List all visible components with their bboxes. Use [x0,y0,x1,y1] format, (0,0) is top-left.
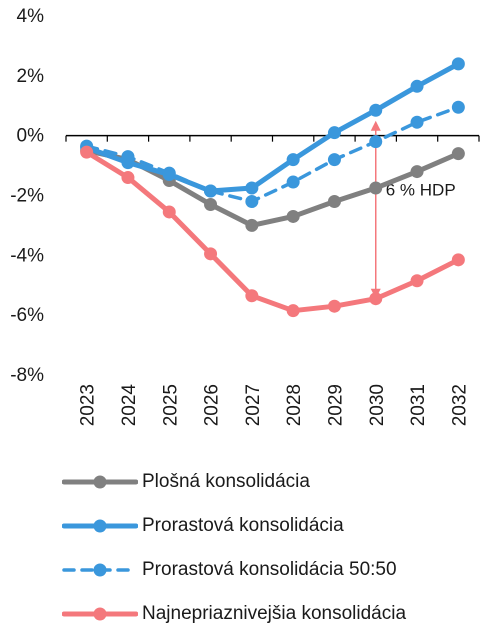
x-tick-label: 2024 [119,384,140,427]
gap-annotation: 6 % HDP [370,120,456,299]
x-tick-label: 2030 [367,384,388,426]
data-point [80,145,94,159]
legend-item: Najnepriaznivejšia konsolidácia [62,592,482,636]
data-point [245,194,259,208]
data-point [286,175,300,189]
data-point [162,205,176,219]
x-tick-label: 2031 [408,384,429,426]
legend-label: Plošná konsolidácia [142,471,310,492]
y-tick-label: -4% [10,245,44,266]
y-tick-label: 2% [17,66,45,87]
data-point [327,299,341,313]
y-tick-label: 0% [17,126,45,147]
legend-swatch [62,519,138,533]
legend-swatch [62,475,138,489]
legend-item: Prorastová konsolidácia [62,504,482,548]
legend-swatch [62,563,138,577]
data-point [162,166,176,180]
legend-item: Prorastová konsolidácia 50:50 [62,548,482,592]
data-point [327,153,341,167]
x-tick-label: 2027 [243,384,264,426]
chart-annotations: 6 % HDP [370,120,456,299]
data-point [451,147,465,161]
annotation-arrow-head [370,120,381,131]
data-point [369,292,383,306]
data-point [369,181,383,195]
data-point [410,274,424,288]
legend-label: Najnepriaznivejšia konsolidácia [142,603,407,624]
legend-swatch [62,607,138,621]
legend-swatch-marker [93,475,107,489]
data-point [204,184,218,198]
legend-label: Prorastová konsolidácia 50:50 [142,559,397,580]
x-tick-label: 2029 [325,384,346,426]
x-tick-label: 2032 [449,384,470,426]
data-point [245,218,259,232]
data-point [410,115,424,129]
x-tick-label: 2028 [284,384,305,426]
y-tick-label: -2% [10,186,44,207]
data-point [286,304,300,318]
annotation-label: 6 % HDP [386,181,456,200]
data-point [451,57,465,71]
x-tick-label: 2023 [78,384,99,426]
data-point [121,150,135,164]
data-point [121,171,135,185]
data-point [204,197,218,211]
line-chart: 4% 2% 0% -2% -4% -6% -8% 2023 2024 2025 2026 2027 20… [10,6,480,427]
x-tick-label: 2026 [202,384,223,426]
data-point [245,289,259,303]
data-point [451,100,465,114]
data-point [410,165,424,179]
legend-label: Prorastová konsolidácia [142,515,344,536]
x-tick-label: 2025 [160,384,181,426]
data-point [327,194,341,208]
chart-axes: 4% 2% 0% -2% -4% -6% -8% 2023 2024 2025 2026 2027 20… [10,6,480,427]
data-point [286,153,300,167]
chart-series [80,57,465,318]
y-tick-label: 4% [17,6,45,27]
data-point [327,126,341,140]
data-point [410,79,424,93]
data-point [451,253,465,267]
y-tick-label: -6% [10,305,44,326]
series-3 [80,100,465,208]
legend-swatch-marker [93,607,107,621]
data-point [204,247,218,261]
data-point [286,209,300,223]
chart-legend: Plošná konsolidácia Prorastová konsolidác… [62,460,482,636]
data-point [369,135,383,149]
series-line [84,149,461,314]
data-point [245,181,259,195]
legend-item: Plošná konsolidácia [62,460,482,504]
legend-swatch-marker [93,563,107,577]
series-line [84,105,461,204]
legend-swatch-marker [93,519,107,533]
series-line [84,61,461,194]
y-tick-label: -8% [10,365,44,386]
data-point [369,103,383,117]
series-4 [80,145,465,318]
